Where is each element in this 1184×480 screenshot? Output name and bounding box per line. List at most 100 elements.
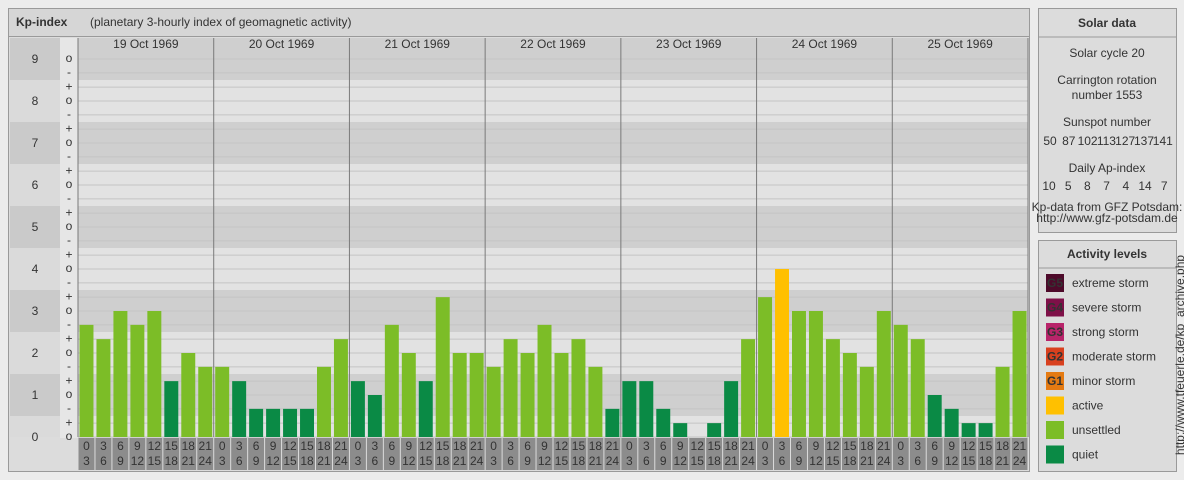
hour-label: 15: [419, 454, 433, 468]
hour-label: 15: [572, 439, 586, 453]
hour-label: 15: [691, 454, 705, 468]
chart-title: Kp-index: [16, 15, 68, 29]
hour-label: 15: [962, 454, 976, 468]
bar: [673, 423, 688, 437]
hour-cell: [180, 438, 197, 470]
bar: [842, 353, 857, 437]
bar: [79, 324, 94, 437]
hour-label: 15: [707, 439, 721, 453]
level-label: strong storm: [1072, 325, 1139, 339]
hour-label: 21: [877, 439, 891, 453]
bar: [1012, 311, 1027, 437]
hour-cell: [468, 438, 485, 470]
bar: [978, 423, 993, 437]
level-badge: G2: [1047, 350, 1063, 364]
bar: [792, 311, 806, 437]
hour-label: 12: [826, 439, 840, 453]
hour-cell: [740, 438, 757, 470]
hour-cell: [451, 438, 468, 470]
hour-label: 3: [219, 454, 226, 468]
hour-cell: [791, 438, 807, 470]
minor-tick-label: o: [66, 135, 73, 149]
hour-cell: [943, 438, 960, 470]
hour-cell: [672, 438, 689, 470]
y-tick-label: 7: [32, 136, 39, 150]
bar: [266, 408, 281, 437]
hour-label: 0: [762, 439, 769, 453]
hour-cell: [129, 438, 146, 470]
hour-label: 9: [117, 454, 124, 468]
solar-cycle: Solar cycle 20: [1069, 46, 1145, 60]
minor-tick-label: +: [65, 289, 72, 303]
y-tick-label: 5: [32, 220, 39, 234]
hour-cell: [163, 438, 180, 470]
hour-cell: [655, 438, 672, 470]
bar: [317, 366, 331, 437]
bar: [859, 366, 874, 437]
bar: [503, 339, 518, 437]
minor-tick-label: o: [66, 387, 73, 401]
hour-label: 6: [100, 454, 107, 468]
ap-value: 8: [1084, 179, 1091, 193]
level-badge: G3: [1047, 325, 1063, 339]
bar: [181, 353, 196, 437]
hour-label: 18: [572, 454, 586, 468]
level-label: active: [1072, 399, 1104, 413]
hour-cell: [146, 438, 163, 470]
hour-label: 12: [538, 454, 552, 468]
bar: [367, 395, 382, 437]
day-label: 23 Oct 1969: [656, 37, 722, 51]
minor-tick-label: -: [67, 359, 71, 373]
hour-label: 3: [83, 454, 90, 468]
minor-tick-label: -: [67, 65, 71, 79]
minor-tick-label: -: [67, 191, 71, 205]
hour-label: 18: [165, 454, 179, 468]
level-label: severe storm: [1072, 301, 1141, 315]
hour-label: 15: [979, 439, 993, 453]
hour-label: 6: [660, 439, 667, 453]
hour-label: 6: [117, 439, 124, 453]
hour-label: 6: [643, 454, 650, 468]
bar: [469, 353, 484, 437]
bar: [808, 311, 823, 437]
bar: [418, 381, 433, 437]
bar: [639, 381, 654, 437]
title-bar: [8, 8, 1030, 37]
hour-cell: [383, 438, 400, 470]
hour-label: 21: [606, 439, 620, 453]
y-tick-label: 0: [32, 430, 39, 444]
hour-label: 6: [372, 454, 379, 468]
hour-cell: [417, 438, 434, 470]
hour-label: 3: [643, 439, 650, 453]
y-tick-label: 8: [32, 94, 39, 108]
level-swatch: [1046, 347, 1064, 366]
hour-label: 21: [334, 439, 348, 453]
hour-label: 3: [100, 439, 107, 453]
hour-label: 18: [453, 439, 467, 453]
hour-cell: [112, 438, 129, 470]
hour-cell: [95, 438, 112, 470]
minor-tick-label: +: [65, 121, 72, 135]
hour-cell: [214, 438, 231, 470]
sunspot-number: 87: [1062, 134, 1076, 148]
hour-label: 15: [283, 454, 297, 468]
level-band: [10, 164, 60, 206]
bar: [164, 381, 179, 437]
hour-label: 24: [606, 454, 620, 468]
hour-label: 12: [266, 454, 280, 468]
bar: [520, 353, 535, 437]
minor-tick-label: -: [67, 107, 71, 121]
hour-cell: [332, 438, 349, 470]
hour-label: 3: [490, 454, 497, 468]
level-badge: G4: [1047, 301, 1063, 315]
hour-cell: [824, 438, 841, 470]
bar: [537, 324, 552, 437]
ap-value: 14: [1138, 179, 1152, 193]
minor-tick-label: o: [66, 51, 73, 65]
minor-tick-label: +: [65, 205, 72, 219]
source: Kp-data from GFZ Potsdam:: [1032, 200, 1183, 214]
hour-label: 21: [996, 454, 1010, 468]
hour-label: 9: [948, 439, 955, 453]
minor-tick-label: o: [66, 261, 73, 275]
watermark: http://www.tfeuerle.de/kp_archive.php: [1173, 255, 1184, 455]
